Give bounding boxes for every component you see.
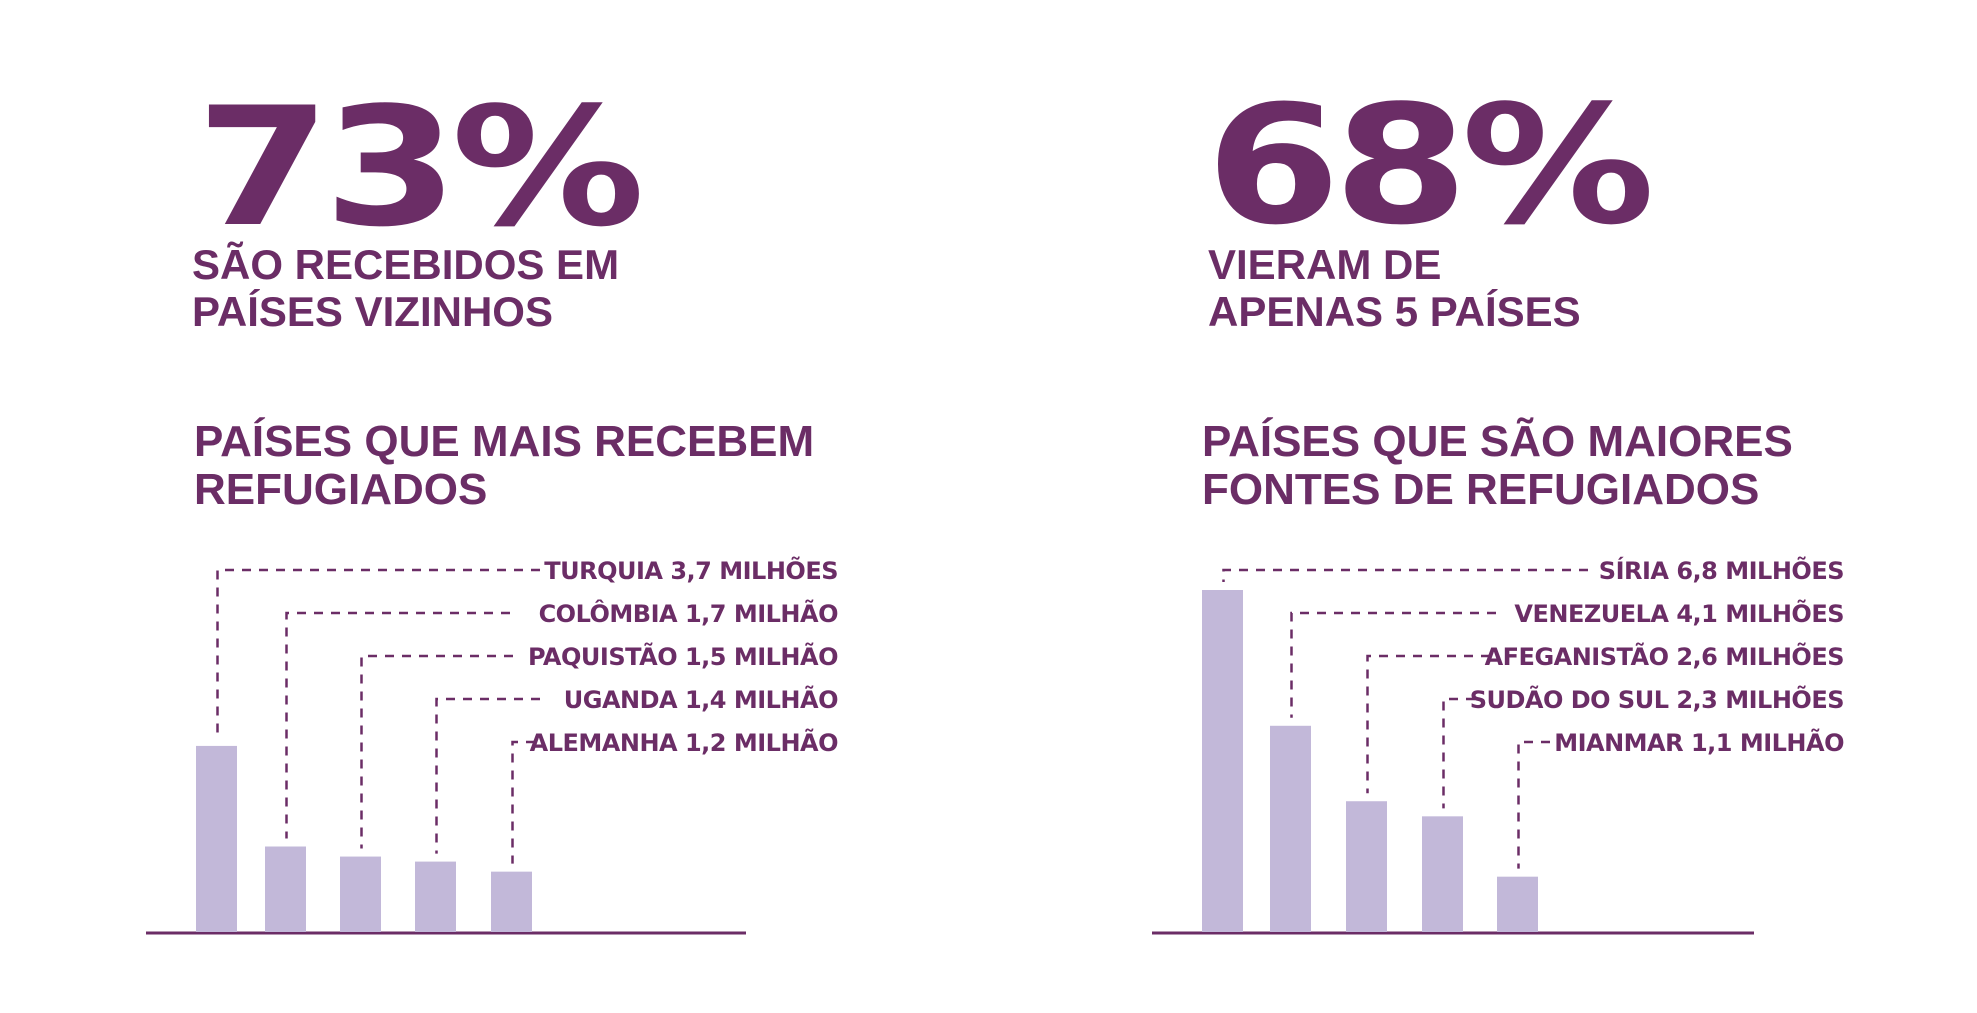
right-data-label-0: SÍRIA 6,8 MILHÕES xyxy=(1599,555,1844,585)
left-data-label-2: PAQUISTÃO 1,5 MILHÃO xyxy=(528,642,838,671)
right-bar-1 xyxy=(1270,725,1311,932)
left-chart-title-line-1: PAÍSES QUE MAIS RECEBEM xyxy=(194,417,815,466)
right-leader-line-2 xyxy=(1366,654,1490,794)
right-leader-line-1 xyxy=(1290,611,1496,718)
left-data-label-3: UGANDA 1,4 MILHÃO xyxy=(564,685,838,714)
right-chart-title: PAÍSES QUE SÃO MAIORES FONTES DE REFUGIA… xyxy=(1202,418,1793,514)
left-leader-line-2 xyxy=(360,654,513,849)
right-stat-text-line-2: APENAS 5 PAÍSES xyxy=(1208,288,1581,335)
left-stat-text-line-2: PAÍSES VIZINHOS xyxy=(192,288,553,335)
left-bar-0 xyxy=(196,745,237,932)
left-data-label-4: ALEMANHA 1,2 MILHÃO xyxy=(530,728,838,757)
right-data-label-4: MIANMAR 1,1 MILHÃO xyxy=(1554,728,1844,757)
right-chart-title-line-2: FONTES DE REFUGIADOS xyxy=(1202,465,1760,514)
left-data-label-0: TURQUIA 3,7 MILHÕES xyxy=(544,555,838,585)
left-chart-title: PAÍSES QUE MAIS RECEBEM REFUGIADOS xyxy=(194,418,814,514)
right-stat-value: 68% xyxy=(1206,70,1655,261)
right-stat-text: VIERAM DE APENAS 5 PAÍSES xyxy=(1208,241,1581,335)
right-data-label-1: VENEZUELA 4,1 MILHÕES xyxy=(1514,598,1844,628)
left-bar-4 xyxy=(491,871,532,932)
right-bar-0 xyxy=(1202,590,1243,932)
left-bar-3 xyxy=(415,861,456,932)
right-data-label-2: AFEGANISTÃO 2,6 MILHÕES xyxy=(1485,641,1844,671)
right-data-label-3: SUDÃO DO SUL 2,3 MILHÕES xyxy=(1470,684,1844,714)
left-leader-line-1 xyxy=(285,611,510,839)
left-stat-value: 73% xyxy=(196,72,645,263)
left-leader-line-0 xyxy=(216,568,540,738)
left-chart-title-line-2: REFUGIADOS xyxy=(194,465,488,514)
right-chart-title-line-1: PAÍSES QUE SÃO MAIORES xyxy=(1202,417,1793,466)
left-bar-1 xyxy=(265,846,306,932)
right-bar-2 xyxy=(1346,801,1387,932)
right-leader-line-3 xyxy=(1442,697,1475,809)
right-bar-4 xyxy=(1497,876,1538,932)
right-bar-3 xyxy=(1422,816,1463,932)
left-stat-text: SÃO RECEBIDOS EM PAÍSES VIZINHOS xyxy=(192,241,619,335)
right-leader-line-0 xyxy=(1222,568,1588,582)
right-leader-line-4 xyxy=(1517,740,1550,869)
left-leader-line-3 xyxy=(435,697,540,854)
left-bar-2 xyxy=(340,856,381,932)
left-stat-text-line-1: SÃO RECEBIDOS EM xyxy=(192,241,620,288)
left-leader-line-4 xyxy=(511,740,535,864)
right-stat-text-line-1: VIERAM DE xyxy=(1208,241,1442,288)
left-data-label-1: COLÔMBIA 1,7 MILHÃO xyxy=(539,598,839,628)
